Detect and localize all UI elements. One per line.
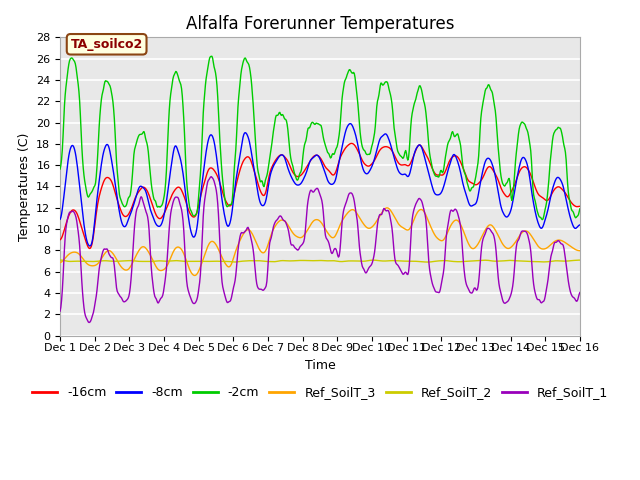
Text: TA_soilco2: TA_soilco2 — [70, 38, 143, 51]
Title: Alfalfa Forerunner Temperatures: Alfalfa Forerunner Temperatures — [186, 15, 454, 33]
Y-axis label: Temperatures (C): Temperatures (C) — [17, 132, 31, 240]
Legend: -16cm, -8cm, -2cm, Ref_SoilT_3, Ref_SoilT_2, Ref_SoilT_1: -16cm, -8cm, -2cm, Ref_SoilT_3, Ref_Soil… — [27, 381, 613, 404]
X-axis label: Time: Time — [305, 359, 335, 372]
